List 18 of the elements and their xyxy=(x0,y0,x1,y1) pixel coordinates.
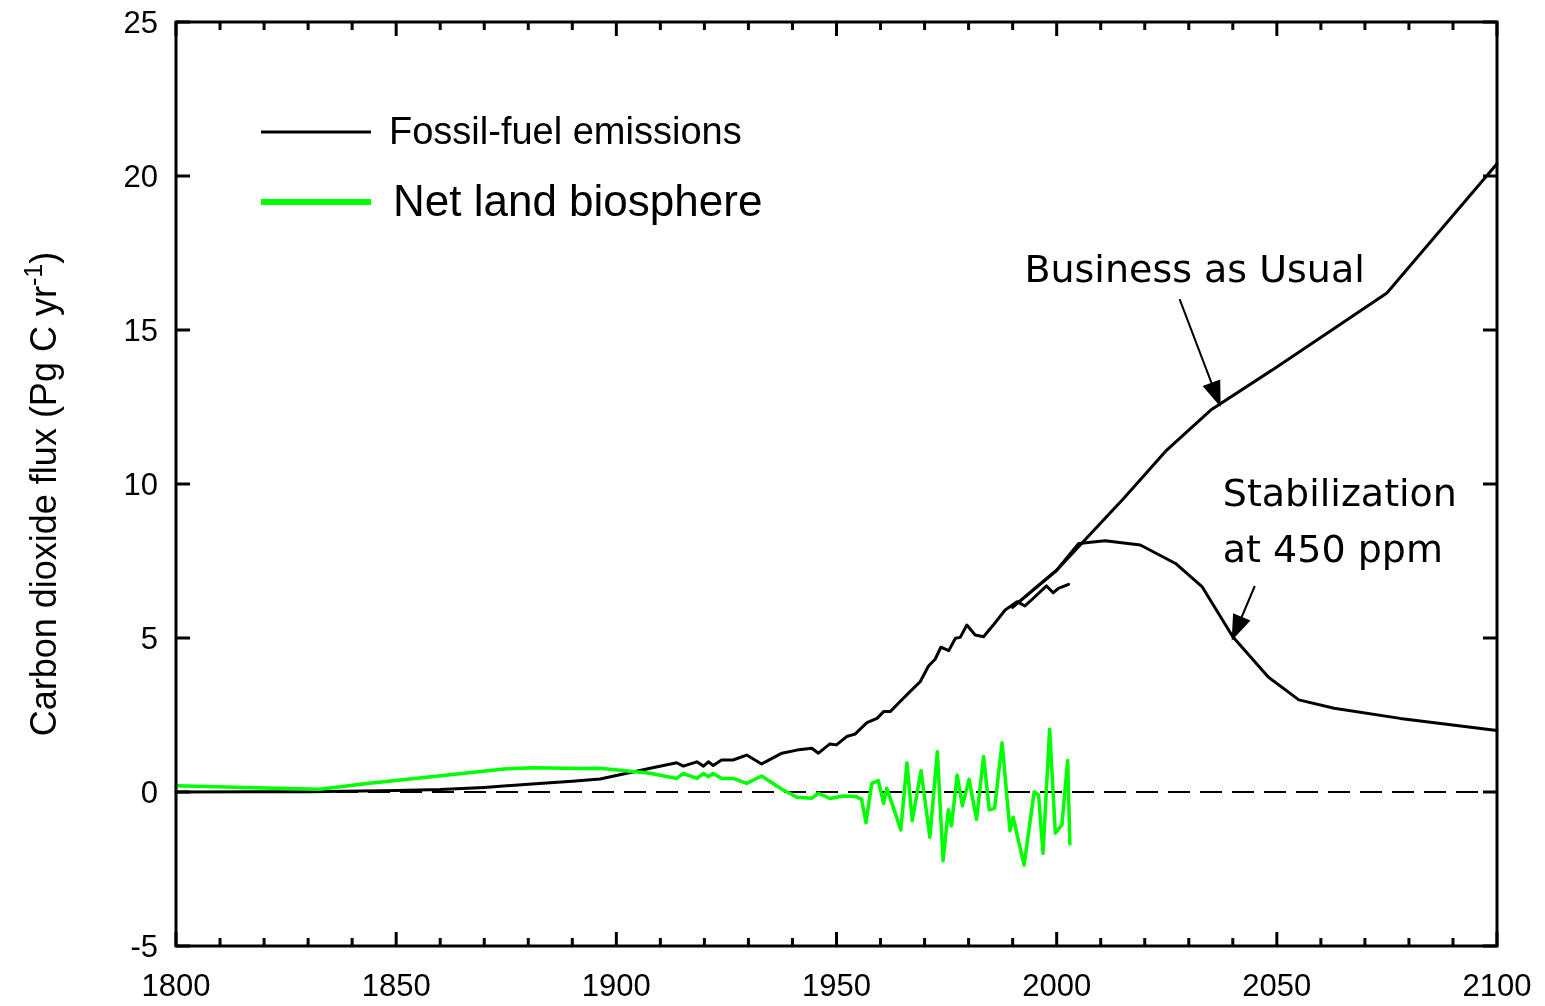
y-tick-label: 25 xyxy=(123,5,158,40)
y-tick-label: 0 xyxy=(140,775,158,810)
x-tick-label: 2050 xyxy=(1242,968,1312,1003)
legend-label: Net land biosphere xyxy=(393,176,763,225)
y-tick-label: 15 xyxy=(123,313,158,348)
x-tick-label: 1850 xyxy=(361,968,431,1003)
x-tick-label: 1800 xyxy=(141,968,211,1003)
x-tick-label: 2000 xyxy=(1022,968,1092,1003)
annotation: Stabilization at 450 ppm xyxy=(1222,471,1457,571)
x-tick-label: 1900 xyxy=(581,968,651,1003)
y-tick-label: 20 xyxy=(123,159,158,194)
y-tick-label: 10 xyxy=(123,467,158,502)
x-tick-label: 1950 xyxy=(802,968,871,1003)
y-tick-label: 5 xyxy=(140,621,158,656)
annotation: Business as Usual xyxy=(1024,247,1365,292)
y-tick-label: -5 xyxy=(130,929,158,964)
x-tick-label: 2100 xyxy=(1462,968,1532,1003)
legend-label: Fossil-fuel emissions xyxy=(389,110,742,152)
